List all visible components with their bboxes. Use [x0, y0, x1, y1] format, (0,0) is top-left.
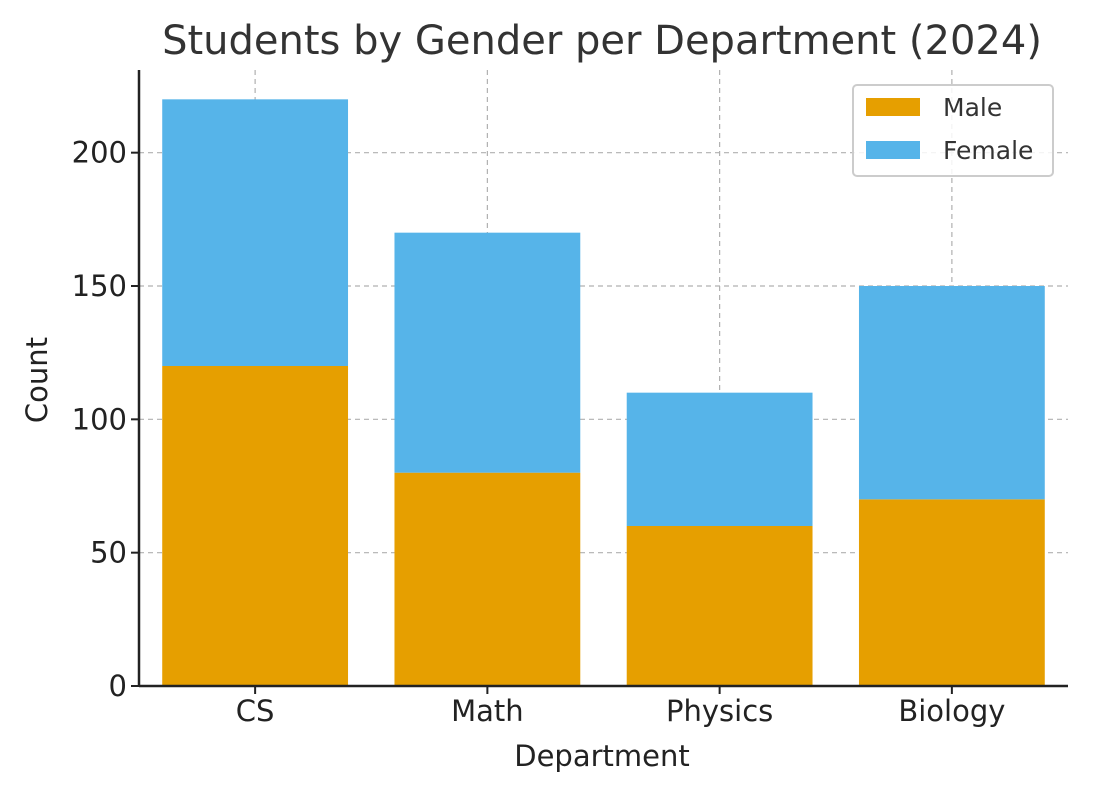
axes — [137, 70, 1068, 688]
bar-female-biology — [858, 286, 1045, 500]
bar-female-cs — [162, 99, 349, 366]
ticks: 0 50 100 150 200 CS Math Physics Biology — [72, 136, 1006, 728]
legend-swatch-female — [866, 141, 920, 159]
bar-male-biology — [858, 499, 1045, 686]
x-axis-label: Department — [514, 739, 690, 773]
chart-title: Students by Gender per Department (2024) — [162, 18, 1042, 64]
bar-female-math — [394, 232, 581, 473]
y-tick-label: 200 — [72, 136, 127, 170]
x-tick-label: Math — [451, 694, 524, 728]
x-tick-label: CS — [236, 694, 275, 728]
legend-label-female: Female — [943, 136, 1033, 165]
bar-male-cs — [162, 366, 349, 686]
legend-swatch-male — [866, 98, 920, 116]
y-tick-label: 0 — [109, 669, 127, 703]
y-axis-label: Count — [20, 337, 54, 423]
bar-male-physics — [626, 526, 813, 686]
legend: Male Female — [852, 84, 1054, 177]
x-tick-label: Physics — [666, 694, 773, 728]
bar-male-math — [394, 472, 581, 686]
bars — [162, 99, 1045, 686]
bar-female-physics — [626, 392, 813, 526]
y-tick-label: 150 — [72, 269, 127, 303]
y-tick-label: 100 — [72, 402, 127, 436]
legend-label-male: Male — [943, 93, 1002, 122]
y-tick-label: 50 — [90, 536, 127, 570]
x-tick-label: Biology — [898, 694, 1005, 728]
